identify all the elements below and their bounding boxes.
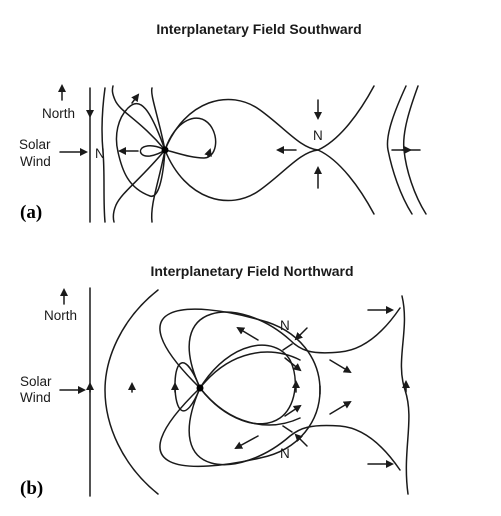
solar-label-a-2: Wind (20, 154, 51, 169)
bow-line-b (104, 289, 159, 495)
outer-boundary-south (188, 387, 401, 471)
outer-boundary-north (188, 307, 401, 389)
inner-loop-left (139, 145, 166, 157)
flow-arrow-a-nw (131, 93, 140, 104)
north-label-b: North (44, 308, 77, 323)
dipole-loop-right (164, 117, 217, 159)
open-line-2 (112, 149, 166, 223)
panel-a: Interplanetary Field Southward North Sol… (19, 21, 427, 223)
flow-arrow-b-nw (236, 326, 259, 341)
tail-line-lower (164, 149, 319, 202)
solar-label-a-1: Solar (19, 137, 51, 152)
far-line-b (400, 295, 410, 495)
n-top-stub (282, 343, 293, 351)
earth-a (161, 146, 169, 154)
panel-b-title: Interplanetary Field Northward (150, 263, 353, 279)
mid-loop-bottom (199, 387, 301, 426)
flow-arrow-b-tail-n (329, 359, 352, 374)
imf-line-left-2 (101, 87, 106, 223)
far-line-1 (386, 85, 413, 215)
neutral-point-left: N (95, 146, 105, 161)
tail-x-ne (317, 85, 375, 151)
neutral-point-top: N (280, 318, 290, 333)
open-line-3 (150, 87, 166, 151)
panel-a-label: (a) (20, 202, 42, 223)
mid-loop-top (199, 351, 301, 389)
inner-left-loop (174, 362, 201, 412)
closed-loop-left (115, 102, 166, 197)
tail-line-upper (164, 98, 319, 151)
open-line-1 (111, 85, 166, 151)
n-bottom-stub (282, 425, 293, 433)
flow-arrow-b-sw (234, 435, 259, 449)
north-label-a: North (42, 106, 75, 121)
inner-right-loop (199, 344, 296, 425)
solar-label-b-1: Solar (20, 374, 52, 389)
flow-arrow-b-tail-s (329, 400, 352, 415)
tail-x-se (317, 149, 375, 215)
flow-arrow-b-inner-n (284, 357, 302, 372)
flow-arrow-b-inner-s (284, 404, 302, 417)
neutral-point-right: N (313, 128, 323, 143)
panel-a-title: Interplanetary Field Southward (156, 21, 361, 37)
open-line-4 (150, 149, 166, 223)
n-top-inflow (294, 327, 308, 341)
panel-b: Interplanetary Field Northward North Sol… (20, 263, 410, 499)
loop-arrow-a (204, 148, 212, 157)
panel-b-label: (b) (20, 478, 43, 499)
earth-b (196, 384, 204, 392)
solar-label-b-2: Wind (20, 390, 51, 405)
neutral-point-bottom: N (280, 446, 290, 461)
n-bottom-inflow (294, 433, 308, 447)
